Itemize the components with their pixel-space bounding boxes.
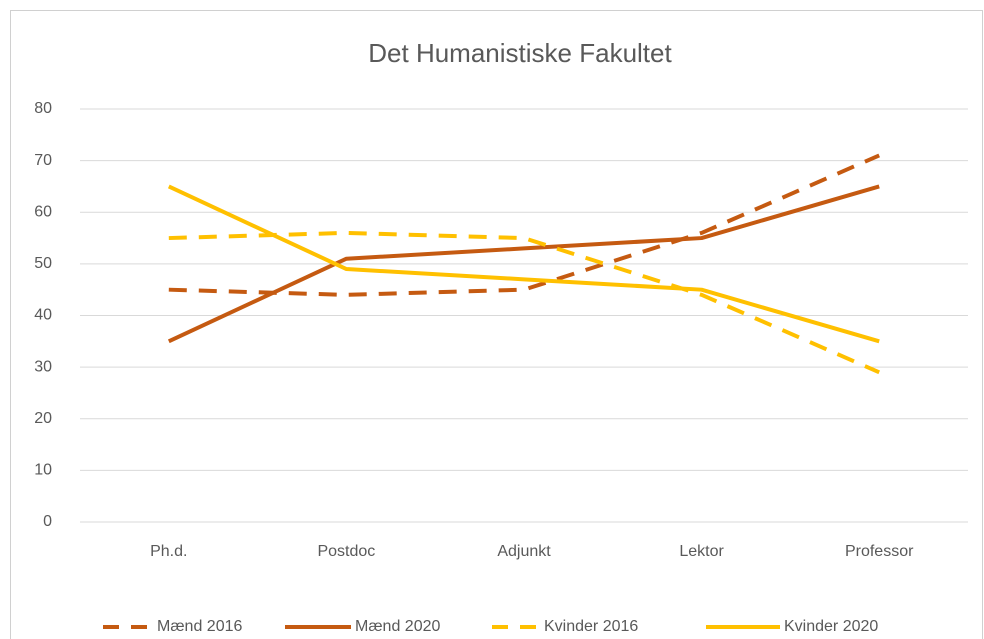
y-tick-label: 50 — [34, 255, 52, 272]
y-tick-label: 70 — [34, 152, 52, 169]
y-tick-label: 30 — [34, 358, 52, 375]
y-tick-label: 80 — [34, 100, 52, 117]
y-tick-label: 0 — [43, 513, 52, 530]
line — [167, 184, 880, 344]
line — [168, 230, 880, 375]
legend-label: Kvinder 2020 — [784, 618, 878, 635]
y-tick-label: 60 — [34, 203, 52, 220]
y-tick-label: 40 — [34, 307, 52, 324]
line — [167, 184, 880, 344]
y-tick-label: 20 — [34, 410, 52, 427]
x-tick-label: Professor — [845, 543, 914, 560]
legend-label: Kvinder 2016 — [544, 618, 638, 635]
x-tick-label: Adjunkt — [497, 543, 551, 560]
line — [168, 153, 880, 297]
legend-label: Mænd 2020 — [355, 618, 440, 635]
legend-label: Mænd 2016 — [157, 618, 242, 635]
y-tick-label: 10 — [34, 462, 52, 479]
x-tick-label: Lektor — [679, 543, 724, 560]
x-tick-label: Postdoc — [317, 543, 375, 560]
x-tick-label: Ph.d. — [150, 543, 187, 560]
chart-title: Det Humanistiske Fakultet — [368, 38, 672, 68]
